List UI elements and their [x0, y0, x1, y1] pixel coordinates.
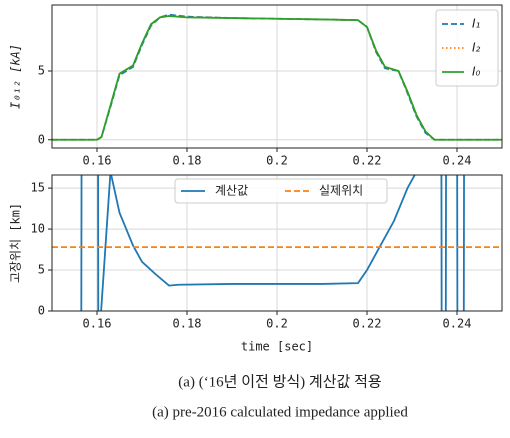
x-tick-label: 0.24	[443, 154, 472, 168]
legend: I₁ I₂ I₀	[435, 9, 499, 87]
legend-label: 실제위치	[319, 184, 363, 198]
legend-box	[174, 178, 388, 204]
x-tick-label: 0.18	[173, 317, 202, 331]
x-tick-label: 0.18	[173, 154, 202, 168]
legend-box	[435, 9, 499, 87]
y-tick-label: 10	[31, 222, 45, 236]
axes-frame	[51, 4, 503, 149]
x-tick-label: 0.16	[83, 154, 112, 168]
plot-area	[52, 13, 502, 141]
y-axis-label: 고장위치 [km]	[9, 203, 23, 283]
y-axis-label: I₀₁₂ [kA]	[9, 44, 23, 109]
line-series	[80, 175, 465, 311]
legend-label: 계산값	[215, 184, 248, 198]
line-series	[52, 15, 502, 141]
legend: 계산값 실제위치	[174, 178, 388, 204]
caption-korean: (a) (‘16년 이전 방식) 계산값 적용	[178, 373, 381, 390]
subplot: 0.16 0.18 0.2 0.22 0.24 0 5 I₀₁₂ [kA] I₁ I₂ I₀	[9, 4, 503, 168]
x-tick-label: 0.22	[353, 154, 382, 168]
y-tick-label: 5	[38, 263, 45, 277]
legend-label: I₂	[472, 41, 481, 55]
x-tick-label: 0.2	[266, 154, 288, 168]
x-tick-label: 0.24	[443, 317, 472, 331]
x-tick-label: 0.2	[266, 317, 288, 331]
subplot: 0.16 0.18 0.2 0.22 0.24 0 5 10 15 time [sec] 고장위치 …	[9, 174, 503, 354]
y-tick-label: 5	[38, 64, 45, 78]
x-tick-label: 0.16	[83, 317, 112, 331]
legend-label: I₁	[472, 17, 481, 31]
y-tick-label: 15	[31, 181, 45, 195]
legend-label: I₀	[472, 65, 481, 79]
plot-area	[52, 175, 502, 311]
x-tick-label: 0.22	[353, 317, 382, 331]
y-tick-label: 0	[38, 304, 45, 318]
caption-english: (a) pre-2016 calculated impedance applie…	[152, 404, 408, 420]
y-tick-label: 0	[38, 132, 45, 146]
x-axis-label: time [sec]	[241, 340, 313, 354]
axes-frame	[51, 174, 503, 312]
